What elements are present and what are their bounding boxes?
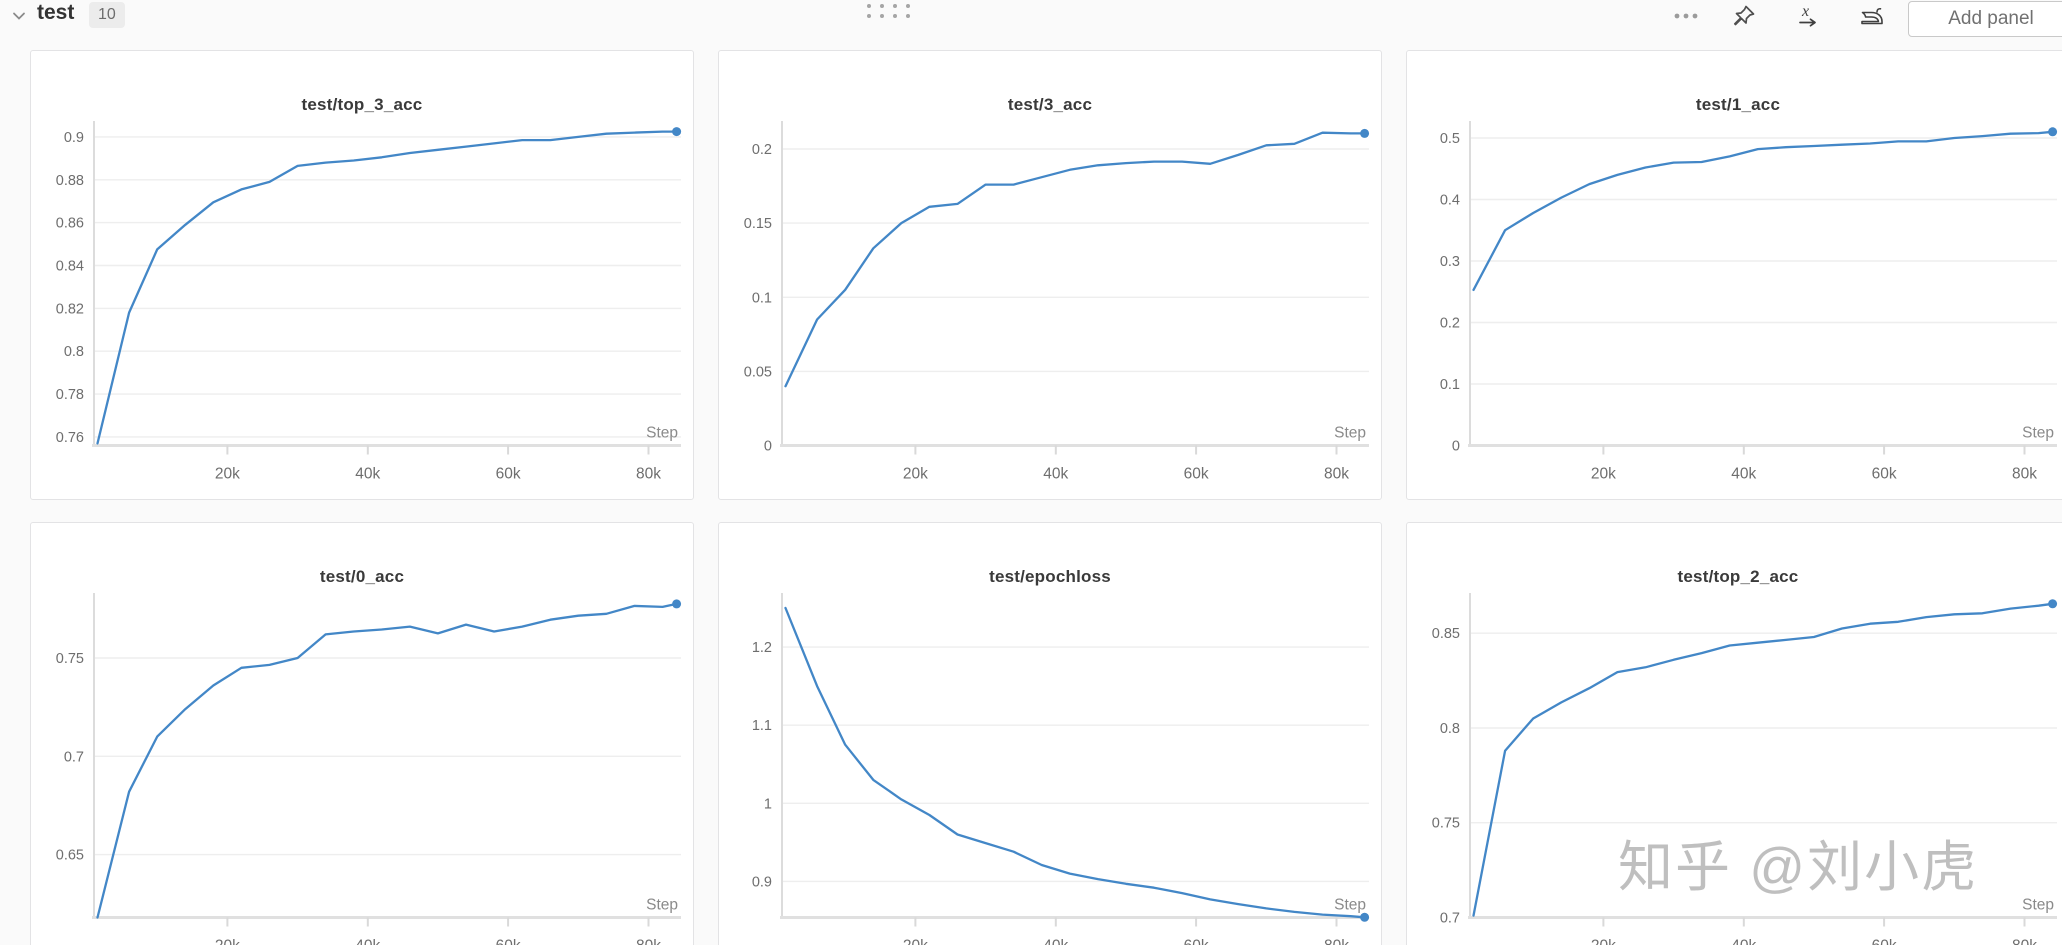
svg-text:20k: 20k	[215, 938, 240, 945]
svg-text:0: 0	[764, 439, 772, 455]
svg-text:20k: 20k	[1591, 466, 1616, 483]
svg-text:0.1: 0.1	[1440, 377, 1460, 393]
pin-icon[interactable]	[1730, 2, 1758, 30]
svg-text:80k: 80k	[1324, 466, 1349, 483]
svg-text:0.8: 0.8	[64, 344, 84, 360]
svg-text:40k: 40k	[1731, 466, 1756, 483]
svg-text:0.5: 0.5	[1440, 131, 1460, 147]
svg-text:0.3: 0.3	[1440, 254, 1460, 270]
svg-text:40k: 40k	[1731, 938, 1756, 945]
svg-text:Step: Step	[2022, 897, 2054, 914]
svg-text:0.8: 0.8	[1440, 721, 1460, 737]
x-axis-icon[interactable]: x	[1794, 2, 1822, 30]
svg-text:20k: 20k	[215, 466, 240, 483]
svg-text:0.4: 0.4	[1440, 193, 1460, 209]
svg-text:0: 0	[1452, 439, 1460, 455]
svg-text:0.9: 0.9	[64, 130, 84, 146]
svg-text:60k: 60k	[1872, 466, 1897, 483]
line-chart: 0.7 0.75 0.8 0.85 20k 40k 60k 80k Step	[1432, 593, 2058, 945]
svg-text:0.75: 0.75	[1432, 816, 1460, 832]
add-panel-button[interactable]: Add panel	[1908, 1, 2062, 37]
svg-text:0.7: 0.7	[64, 749, 84, 765]
svg-text:0.76: 0.76	[56, 430, 84, 446]
drag-handle-icon[interactable]	[864, 1, 912, 21]
svg-text:0.05: 0.05	[744, 364, 772, 380]
svg-text:0.9: 0.9	[752, 874, 772, 890]
svg-text:0.15: 0.15	[744, 216, 772, 232]
svg-text:0.65: 0.65	[56, 848, 84, 864]
svg-text:0.7: 0.7	[1440, 911, 1460, 927]
svg-text:0.2: 0.2	[752, 142, 772, 158]
line-chart: 0.9 1 1.1 1.2 20k 40k 60k 80k Step	[752, 593, 1370, 945]
line-chart: 0.76 0.78 0.8 0.82 0.84 0.86 0.88 0.9 20k 40k 60k 8…	[56, 121, 682, 483]
line-chart: 0.65 0.7 0.75 20k 40k 60k 80k Step	[56, 593, 682, 945]
metric-panel-epochloss[interactable]: test/epochloss 0.9 1 1.1 1.2 20k 40k 60k 80k Ste…	[718, 522, 1382, 945]
svg-text:Step: Step	[1334, 897, 1366, 914]
metric-panel-1-acc[interactable]: test/1_acc 0 0.1 0.2 0.3 0.4 0.5 20k 40k 60k 80k S…	[1406, 50, 2062, 500]
svg-text:80k: 80k	[2012, 938, 2037, 945]
svg-text:0.85: 0.85	[1432, 626, 1460, 642]
line-chart: 0 0.05 0.1 0.15 0.2 20k 40k 60k 80k Step	[744, 121, 1370, 483]
svg-text:0.75: 0.75	[56, 651, 84, 667]
svg-text:20k: 20k	[1591, 938, 1616, 945]
svg-text:0.82: 0.82	[56, 301, 84, 317]
chevron-down-icon[interactable]	[10, 7, 28, 25]
chart-title: test/top_3_acc	[301, 95, 423, 114]
svg-text:40k: 40k	[355, 466, 380, 483]
panel-settings-icon[interactable]	[1858, 2, 1886, 30]
svg-text:1.2: 1.2	[752, 640, 772, 656]
svg-text:x: x	[1801, 3, 1809, 20]
metric-panel-3-acc[interactable]: test/3_acc 0 0.05 0.1 0.15 0.2 20k 40k 60k 80k St…	[718, 50, 1382, 500]
svg-text:1.1: 1.1	[752, 718, 772, 734]
svg-text:80k: 80k	[1324, 938, 1349, 945]
svg-text:0.78: 0.78	[56, 387, 84, 403]
metric-panel-top-2-acc[interactable]: test/top_2_acc 0.7 0.75 0.8 0.85 20k 40k 60k 80…	[1406, 522, 2062, 945]
metric-panel-0-acc[interactable]: test/0_acc 0.65 0.7 0.75 20k 40k 60k 80k Step	[30, 522, 694, 945]
metric-panel-top-3-acc[interactable]: test/top_3_acc 0.76 0.78 0.8 0.82 0.84 0.86 0.…	[30, 50, 694, 500]
svg-text:0.88: 0.88	[56, 173, 84, 189]
svg-text:1: 1	[764, 796, 772, 812]
chart-title: test/3_acc	[1007, 95, 1093, 114]
svg-text:Step: Step	[646, 425, 678, 442]
section-title: test	[37, 1, 75, 24]
chart-title: test/epochloss	[989, 567, 1111, 586]
line-chart: 0 0.1 0.2 0.3 0.4 0.5 20k 40k 60k 80k Step	[1440, 121, 2058, 483]
zhihu-watermark: 知乎 @刘小虎	[1618, 836, 1979, 898]
svg-text:60k: 60k	[496, 466, 521, 483]
svg-text:20k: 20k	[903, 938, 928, 945]
svg-text:80k: 80k	[2012, 466, 2037, 483]
chart-title: test/0_acc	[319, 567, 405, 586]
svg-text:60k: 60k	[1184, 938, 1209, 945]
panel-count-badge: 10	[89, 2, 125, 28]
svg-text:Step: Step	[2022, 425, 2054, 442]
svg-text:40k: 40k	[1043, 466, 1068, 483]
svg-text:20k: 20k	[903, 466, 928, 483]
svg-text:60k: 60k	[496, 938, 521, 945]
svg-text:Step: Step	[646, 897, 678, 914]
svg-text:60k: 60k	[1872, 938, 1897, 945]
svg-text:80k: 80k	[636, 466, 661, 483]
svg-text:Step: Step	[1334, 425, 1366, 442]
chart-title: test/1_acc	[1695, 95, 1781, 114]
svg-text:40k: 40k	[1043, 938, 1068, 945]
ellipsis-icon[interactable]	[1672, 8, 1700, 36]
section-header: test 10 x Add panel	[0, 0, 2062, 42]
svg-text:0.86: 0.86	[56, 216, 84, 232]
svg-text:0.84: 0.84	[56, 259, 84, 275]
svg-text:40k: 40k	[355, 938, 380, 945]
svg-text:60k: 60k	[1184, 466, 1209, 483]
svg-text:0.1: 0.1	[752, 290, 772, 306]
svg-text:80k: 80k	[636, 938, 661, 945]
chart-title: test/top_2_acc	[1677, 567, 1799, 586]
svg-text:0.2: 0.2	[1440, 316, 1460, 332]
